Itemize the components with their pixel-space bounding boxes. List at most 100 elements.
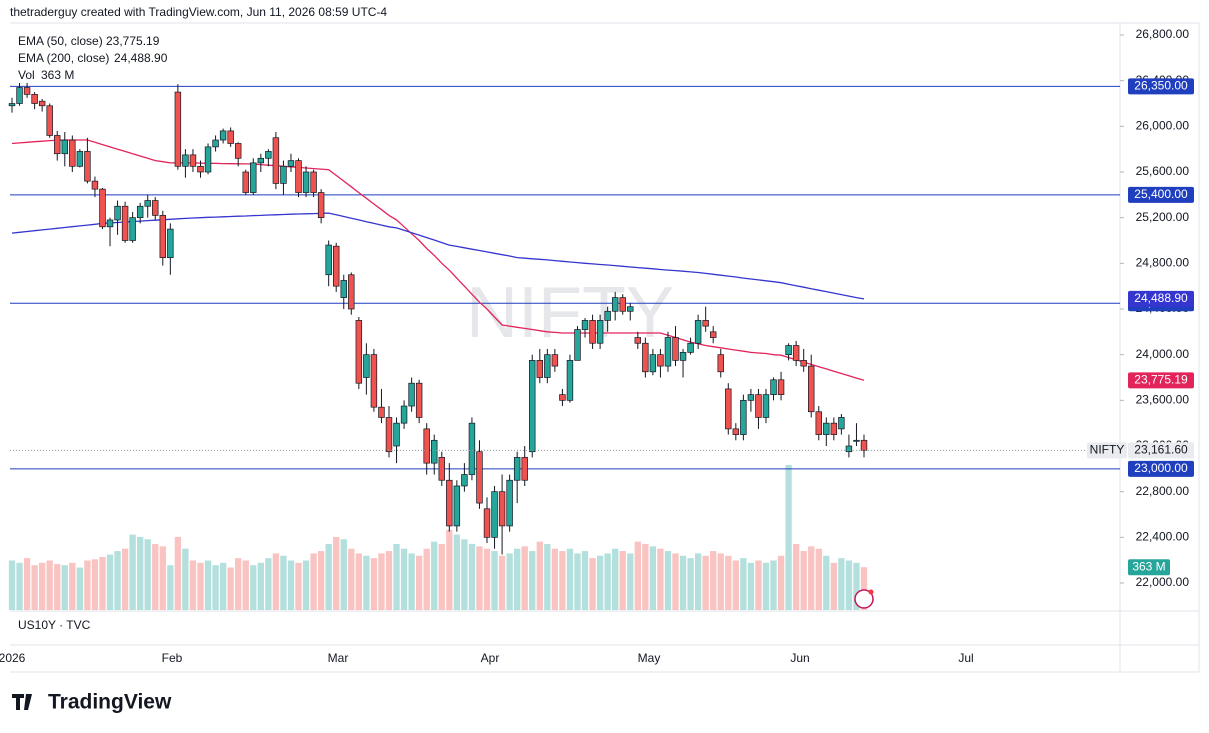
candle-body [476, 451, 483, 504]
candle-body [250, 162, 257, 193]
volume-bar [574, 553, 581, 610]
candle-body [461, 474, 468, 487]
candle-body [664, 337, 672, 367]
candle-body [838, 417, 845, 430]
legend-value: 363 M [41, 68, 74, 82]
candle-body [446, 479, 453, 527]
volume-bar [46, 560, 53, 610]
candle-body [182, 154, 189, 167]
volume-bar [476, 546, 483, 610]
volume-bar [815, 548, 822, 610]
volume-bar [657, 548, 664, 610]
volume-bar [664, 551, 672, 610]
volume-bar [461, 539, 468, 610]
volume-bar [54, 564, 61, 610]
x-tick-label: Jul [958, 651, 973, 665]
candle-body [152, 200, 159, 216]
candle-body [611, 297, 619, 312]
last-price-label: 23,161.60 [1134, 443, 1188, 457]
level-label: 25,400.00 [1134, 187, 1188, 201]
volume-bar [596, 555, 604, 610]
y-tick-label: 26,800.00 [1136, 27, 1190, 41]
volume-bar [84, 560, 91, 610]
candle-body [219, 130, 227, 141]
pane-label: US10Y · TVC [18, 618, 91, 632]
volume-bar [242, 560, 249, 610]
volume-bar [272, 553, 280, 610]
volume-bar [302, 560, 310, 610]
volume-bar [317, 551, 325, 610]
volume-bar [16, 562, 23, 610]
candle-body [114, 205, 121, 221]
ema-label: 24,488.90 [1134, 291, 1188, 305]
candle-body [348, 274, 355, 310]
volume-bar [137, 536, 144, 610]
volume-bar [340, 539, 347, 610]
volume-bar [627, 553, 634, 610]
candle-body [770, 379, 777, 395]
candle-body [400, 405, 408, 424]
level-label: 23,000.00 [1134, 461, 1188, 475]
volume-bar [491, 551, 498, 610]
candle-body [649, 354, 657, 373]
candle-body [280, 165, 287, 184]
volume-bar [506, 553, 513, 610]
volume-bar [845, 560, 853, 610]
candle-body [551, 354, 559, 367]
candle-body [129, 217, 136, 241]
candle-body [544, 354, 551, 378]
volume-bar [800, 551, 807, 610]
candle-body [438, 457, 445, 481]
ema-line [11, 139, 865, 381]
candle-body [325, 244, 332, 276]
candle-body [687, 342, 694, 353]
volume-bar [144, 539, 151, 610]
volume-bar [106, 554, 114, 610]
candle-body [287, 160, 295, 167]
volume-bar [325, 543, 332, 610]
candle-body [69, 139, 76, 167]
candle-body [408, 382, 415, 407]
candle-body [513, 457, 521, 481]
x-tick-label: Feb [162, 651, 183, 665]
x-tick-label: Mar [328, 651, 349, 665]
candle-body [642, 342, 649, 373]
candle-body [559, 394, 566, 401]
volume-bar [649, 546, 657, 610]
candle-body [725, 388, 732, 430]
candle-body [159, 215, 167, 258]
volume-bar [408, 553, 415, 610]
volume-bar [687, 558, 694, 610]
volume-bar [559, 551, 566, 610]
volume-bar [400, 548, 408, 610]
volume-bar [672, 553, 679, 610]
level-label-box [1128, 78, 1194, 95]
volume-bar [747, 562, 755, 610]
legend-name: EMA (50, close) [18, 34, 103, 48]
candle-body [385, 417, 393, 453]
candle-body [84, 151, 91, 182]
y-tick-label: 22,000.00 [1136, 575, 1190, 589]
y-tick-label: 25,200.00 [1136, 210, 1190, 224]
x-tick-label: Jun [790, 651, 809, 665]
candle-body [227, 130, 234, 144]
volume-bar [536, 541, 543, 610]
volume-bar [740, 558, 747, 610]
candle-body [317, 192, 325, 219]
candle-body [46, 105, 53, 136]
symbol-tag: NIFTY [1090, 443, 1125, 457]
ema-label-box [1128, 290, 1194, 307]
volume-bar [702, 555, 709, 610]
candle-body [777, 379, 785, 395]
candle-body [498, 491, 506, 527]
candle-body [740, 399, 747, 435]
volume-bar [860, 567, 868, 610]
candle-body [529, 360, 536, 453]
volume-bar [732, 560, 739, 610]
candle-body [76, 151, 84, 167]
candle-body [619, 297, 626, 312]
volume-bar [468, 543, 476, 610]
volume-bar [785, 465, 792, 610]
volume-bar [159, 546, 166, 610]
volume-bar [310, 553, 317, 610]
